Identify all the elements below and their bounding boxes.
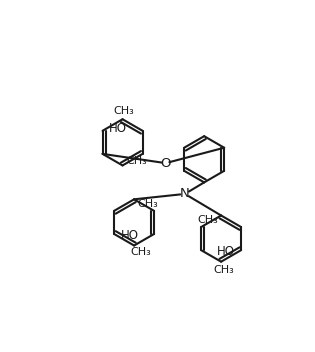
Text: CH₃: CH₃ bbox=[214, 265, 235, 275]
Text: HO: HO bbox=[121, 229, 139, 242]
Text: CH₃: CH₃ bbox=[114, 106, 135, 116]
Text: HO: HO bbox=[109, 122, 127, 135]
Text: N: N bbox=[180, 187, 190, 200]
Text: CH₃: CH₃ bbox=[138, 199, 158, 209]
Text: CH₃: CH₃ bbox=[126, 156, 147, 166]
Text: CH₃: CH₃ bbox=[197, 215, 218, 225]
Text: CH₃: CH₃ bbox=[130, 247, 151, 257]
Text: HO: HO bbox=[216, 245, 234, 258]
Text: O: O bbox=[160, 157, 171, 170]
